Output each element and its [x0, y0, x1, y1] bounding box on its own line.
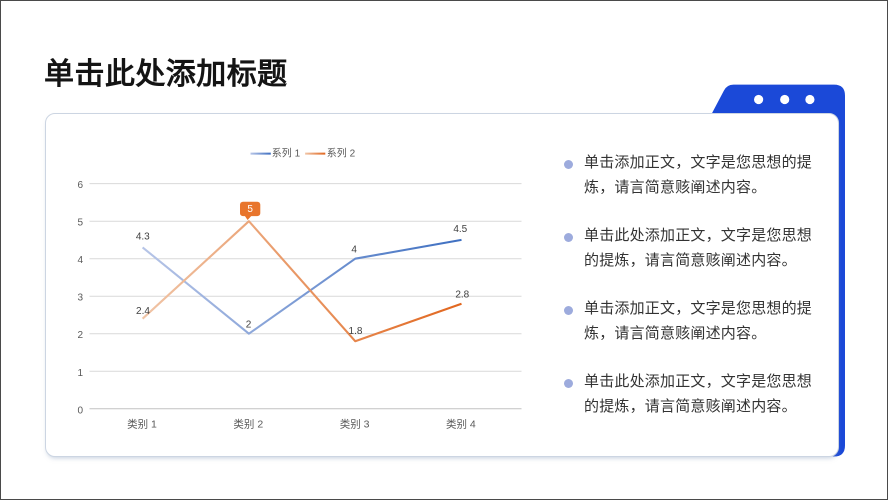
svg-text:2.8: 2.8	[455, 290, 469, 301]
svg-text:4: 4	[351, 244, 357, 255]
svg-text:1.8: 1.8	[349, 326, 363, 337]
svg-text:0: 0	[77, 405, 83, 416]
svg-text:4: 4	[77, 255, 83, 266]
svg-text:系列 1: 系列 1	[272, 147, 301, 160]
svg-text:4.5: 4.5	[453, 224, 467, 235]
svg-text:类别 3: 类别 3	[340, 417, 370, 430]
svg-text:2.4: 2.4	[136, 306, 150, 317]
svg-text:4.3: 4.3	[136, 232, 150, 243]
svg-text:系列 2: 系列 2	[327, 147, 356, 160]
svg-text:5: 5	[77, 218, 83, 229]
svg-text:类别 1: 类别 1	[127, 417, 157, 430]
svg-text:2: 2	[77, 330, 83, 341]
svg-text:类别 2: 类别 2	[233, 417, 263, 430]
svg-text:6: 6	[77, 180, 83, 191]
svg-text:5: 5	[247, 204, 253, 215]
svg-text:1: 1	[77, 368, 83, 379]
svg-text:类别 4: 类别 4	[446, 417, 476, 430]
svg-text:2: 2	[246, 320, 252, 331]
svg-text:3: 3	[77, 293, 83, 304]
